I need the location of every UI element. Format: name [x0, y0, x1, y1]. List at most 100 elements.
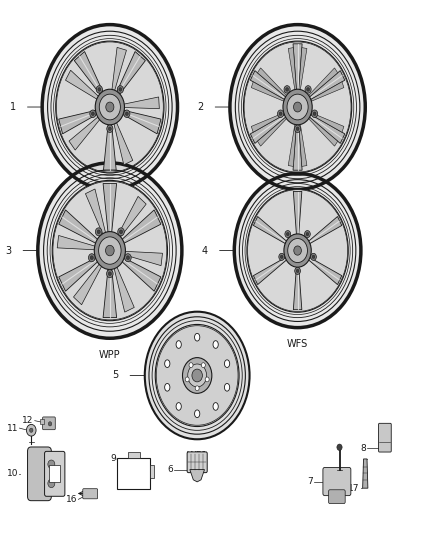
Polygon shape: [59, 210, 99, 245]
FancyBboxPatch shape: [83, 489, 98, 499]
Circle shape: [284, 86, 290, 93]
Polygon shape: [293, 122, 302, 170]
Circle shape: [125, 254, 131, 262]
Circle shape: [124, 110, 130, 117]
Polygon shape: [57, 236, 96, 250]
Circle shape: [99, 94, 120, 120]
Circle shape: [244, 42, 351, 172]
Polygon shape: [254, 256, 288, 285]
Circle shape: [106, 102, 114, 112]
Circle shape: [295, 268, 300, 274]
Circle shape: [280, 255, 283, 259]
Circle shape: [48, 460, 55, 469]
FancyBboxPatch shape: [42, 417, 55, 430]
Polygon shape: [103, 183, 117, 235]
Circle shape: [127, 256, 130, 260]
Polygon shape: [309, 117, 338, 146]
Circle shape: [95, 228, 102, 236]
Ellipse shape: [213, 341, 218, 349]
Ellipse shape: [213, 402, 218, 410]
Polygon shape: [251, 71, 288, 101]
Ellipse shape: [176, 402, 181, 410]
Circle shape: [294, 246, 301, 255]
Polygon shape: [121, 110, 161, 134]
Circle shape: [230, 25, 365, 189]
Polygon shape: [258, 117, 286, 146]
Circle shape: [88, 254, 95, 262]
Polygon shape: [69, 116, 100, 150]
Polygon shape: [258, 68, 286, 97]
FancyBboxPatch shape: [328, 490, 345, 504]
Circle shape: [106, 245, 114, 256]
Bar: [40, 418, 44, 424]
Circle shape: [97, 230, 100, 233]
Circle shape: [234, 173, 361, 328]
Circle shape: [48, 422, 52, 426]
Circle shape: [305, 86, 311, 93]
Circle shape: [99, 237, 121, 264]
Text: 3: 3: [6, 246, 12, 255]
Polygon shape: [74, 52, 104, 96]
FancyBboxPatch shape: [323, 467, 351, 496]
Circle shape: [195, 386, 199, 391]
Circle shape: [156, 326, 238, 425]
Text: 12: 12: [22, 416, 33, 425]
Circle shape: [306, 232, 309, 236]
Circle shape: [192, 369, 202, 382]
Circle shape: [185, 377, 189, 382]
Text: 11: 11: [7, 424, 18, 433]
Circle shape: [120, 230, 123, 233]
Polygon shape: [311, 82, 344, 101]
Circle shape: [106, 270, 113, 278]
Ellipse shape: [165, 383, 170, 391]
Polygon shape: [120, 257, 161, 291]
Polygon shape: [309, 68, 338, 97]
Polygon shape: [254, 216, 288, 245]
Text: WFK: WFK: [287, 201, 308, 211]
Text: 8: 8: [360, 444, 366, 453]
Polygon shape: [190, 470, 205, 482]
Polygon shape: [307, 71, 345, 101]
Text: 2: 2: [198, 102, 204, 112]
Text: 17: 17: [348, 483, 360, 492]
Text: WPA: WPA: [99, 201, 120, 211]
Polygon shape: [117, 196, 146, 238]
Ellipse shape: [194, 410, 200, 417]
Polygon shape: [114, 266, 134, 312]
Circle shape: [307, 87, 310, 91]
FancyBboxPatch shape: [378, 423, 391, 452]
Circle shape: [311, 253, 316, 260]
Circle shape: [95, 89, 124, 125]
Ellipse shape: [176, 341, 181, 349]
Polygon shape: [113, 122, 133, 165]
Circle shape: [287, 94, 308, 120]
Polygon shape: [299, 125, 307, 166]
Ellipse shape: [224, 360, 230, 367]
Circle shape: [278, 110, 284, 117]
Polygon shape: [251, 113, 284, 132]
Polygon shape: [293, 264, 302, 310]
Circle shape: [183, 358, 212, 393]
Text: WPP: WPP: [99, 350, 120, 360]
Polygon shape: [66, 70, 99, 100]
Bar: [49, 465, 60, 482]
Polygon shape: [307, 256, 342, 285]
FancyBboxPatch shape: [45, 451, 65, 496]
Circle shape: [29, 428, 33, 432]
Ellipse shape: [224, 383, 230, 391]
Circle shape: [108, 127, 111, 131]
Circle shape: [118, 228, 124, 236]
Polygon shape: [74, 263, 102, 305]
Text: 1: 1: [10, 102, 16, 112]
Circle shape: [53, 181, 167, 320]
Circle shape: [201, 363, 205, 368]
Circle shape: [94, 232, 125, 270]
Polygon shape: [307, 114, 345, 143]
Polygon shape: [299, 47, 307, 90]
Circle shape: [293, 102, 302, 112]
Polygon shape: [123, 97, 159, 109]
Text: 4: 4: [202, 246, 208, 255]
Polygon shape: [311, 113, 344, 132]
Polygon shape: [59, 257, 99, 291]
Text: WFS: WFS: [287, 340, 308, 349]
